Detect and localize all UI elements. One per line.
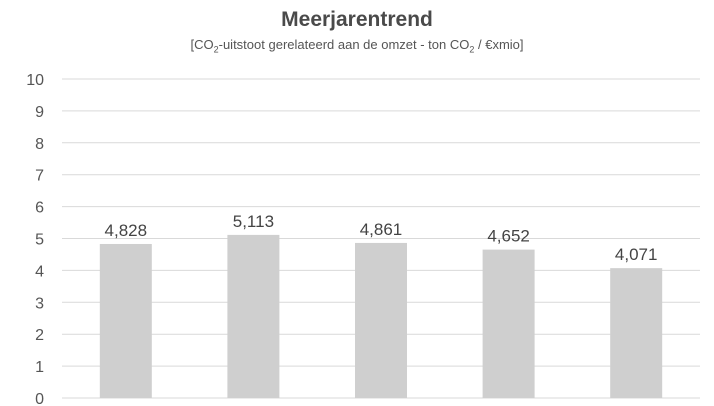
- chart-subtitle: [CO2-uitstoot gerelateerd aan de omzet -…: [0, 37, 714, 55]
- bar: [482, 249, 535, 398]
- bar-value-label: 4,071: [615, 245, 658, 264]
- y-tick-label: 8: [35, 136, 44, 153]
- grid-layer: [62, 78, 700, 399]
- bar-value-label: 4,828: [105, 221, 148, 240]
- chart-title: Meerjarentrend: [281, 8, 433, 31]
- y-tick-label: 2: [35, 327, 44, 344]
- subtitle-subscript-2: 2: [469, 44, 475, 55]
- bar-value-label: 5,113: [233, 212, 274, 231]
- subtitle-part-1: [CO: [190, 37, 214, 52]
- y-tick-label: 3: [35, 295, 44, 312]
- y-tick-label: 10: [26, 72, 44, 89]
- y-tick-label: 9: [35, 104, 44, 121]
- data-labels-layer: 4,828 5,113 4,861 4,652 4,071: [105, 212, 658, 264]
- bar-value-label: 4,861: [360, 220, 403, 239]
- bar-value-label: 4,652: [487, 227, 530, 246]
- bar: [355, 242, 407, 398]
- y-axis-ticks: 0 1 2 3 4 5 6 7 8 9 10: [26, 72, 44, 406]
- y-tick-label: 0: [35, 391, 44, 406]
- y-tick-label: 6: [35, 200, 44, 217]
- y-tick-label: 1: [35, 359, 44, 376]
- y-tick-label: 7: [35, 168, 44, 185]
- bar: [99, 243, 152, 398]
- y-tick-label: 4: [35, 263, 44, 280]
- bars-layer: [99, 234, 663, 398]
- subtitle-part-2: -uitstoot gerelateerd aan de omzet - ton…: [218, 37, 470, 52]
- subtitle-part-3: / €xmio]: [474, 37, 524, 52]
- bar: [227, 234, 280, 398]
- y-tick-label: 5: [35, 232, 44, 249]
- subtitle-subscript-1: 2: [213, 44, 219, 55]
- bar: [610, 268, 663, 398]
